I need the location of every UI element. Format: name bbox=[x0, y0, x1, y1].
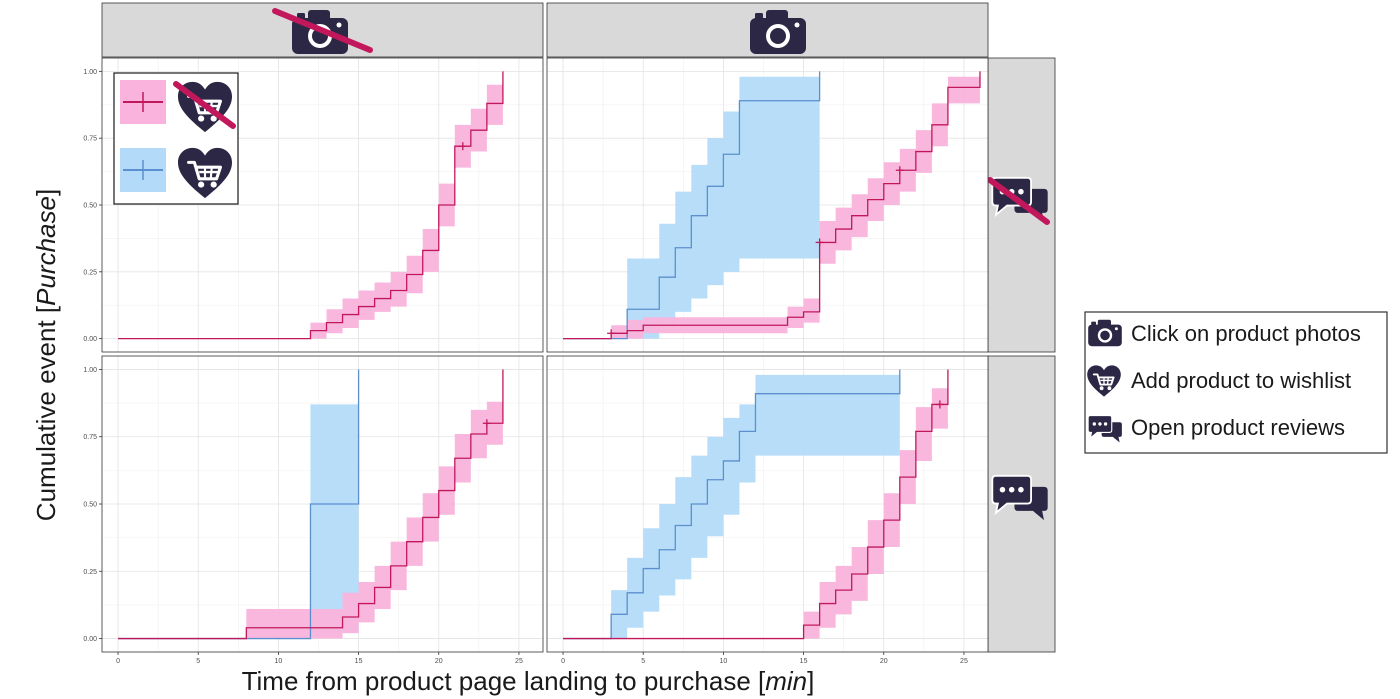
legend-item-wishlist: Add product to wishlist bbox=[1086, 364, 1351, 398]
x-tick-label: 15 bbox=[800, 658, 808, 665]
y-tick-label: 1.00 bbox=[83, 367, 97, 374]
y-axis-title: Cumulative event [Purchase] bbox=[31, 189, 61, 521]
legend-label: Click on product photos bbox=[1131, 321, 1361, 346]
legend-label: Add product to wishlist bbox=[1131, 368, 1351, 393]
legend: Click on product photos Add product to w… bbox=[1084, 311, 1388, 454]
strike-icon bbox=[987, 177, 1050, 225]
x-tick-label: 0 bbox=[561, 658, 565, 665]
x-tick-label: 25 bbox=[515, 658, 523, 665]
confidence-band-no_wishlist bbox=[563, 71, 980, 339]
strike-icon bbox=[173, 81, 236, 129]
confidence-band-no_wishlist bbox=[118, 369, 503, 639]
x-tick-label: 5 bbox=[641, 658, 645, 665]
legend-label: Open product reviews bbox=[1131, 415, 1345, 440]
facet-strip-row-no-reviews bbox=[987, 57, 1056, 353]
x-tick-label: 25 bbox=[960, 658, 968, 665]
y-tick-label: 0.25 bbox=[83, 269, 97, 276]
step-line-wishlist bbox=[563, 369, 901, 640]
facet-strip-row-reviews bbox=[987, 355, 1056, 653]
y-tick-label: 0.25 bbox=[83, 569, 97, 576]
step-line-no_wishlist bbox=[118, 71, 504, 340]
y-tick-label: 0.00 bbox=[83, 336, 97, 343]
facet-strip-col-photo bbox=[546, 2, 989, 58]
inset-legend-key-wishlist bbox=[120, 148, 166, 192]
panel-r1-c1: 0 5 10 15 20 25 bbox=[546, 355, 989, 665]
x-tick-label: 20 bbox=[880, 658, 888, 665]
step-line-no_wishlist bbox=[563, 71, 981, 340]
panels: 0.00 0.25 0.50 0.75 1.00 0.00 0.25 0.50 0.75 1.00… bbox=[83, 57, 989, 665]
confidence-band-wishlist bbox=[563, 369, 900, 639]
inset-legend-key-no-wishlist bbox=[120, 80, 166, 124]
x-tick-label: 10 bbox=[720, 658, 728, 665]
step-line-wishlist bbox=[563, 71, 821, 340]
legend-item-photos: Click on product photos bbox=[1088, 319, 1361, 347]
y-tick-label: 0.50 bbox=[83, 502, 97, 509]
step-line-no_wishlist bbox=[118, 369, 504, 640]
strike-icon bbox=[272, 8, 373, 53]
x-axis-title: Time from product page landing to purcha… bbox=[242, 666, 815, 696]
x-tick-label: 10 bbox=[275, 658, 283, 665]
confidence-band-no_wishlist bbox=[563, 369, 948, 639]
x-tick-label: 5 bbox=[196, 658, 200, 665]
y-tick-label: 0.50 bbox=[83, 203, 97, 210]
y-tick-label: 1.00 bbox=[83, 69, 97, 76]
step-line-no_wishlist bbox=[563, 369, 949, 640]
panel-border bbox=[546, 355, 989, 653]
inset-legend bbox=[113, 72, 239, 205]
y-tick-label: 0.00 bbox=[83, 636, 97, 643]
x-tick-label: 15 bbox=[355, 658, 363, 665]
facet-strip-col-no-photo bbox=[101, 2, 544, 58]
confidence-band-wishlist bbox=[563, 71, 820, 339]
x-tick-label: 0 bbox=[116, 658, 120, 665]
legend-item-reviews: Open product reviews bbox=[1087, 414, 1345, 444]
panel-border bbox=[546, 57, 989, 353]
x-tick-label: 20 bbox=[435, 658, 443, 665]
y-tick-label: 0.75 bbox=[83, 434, 97, 441]
panel-r0-c1 bbox=[546, 57, 989, 353]
y-tick-label: 0.75 bbox=[83, 136, 97, 143]
confidence-band-no_wishlist bbox=[118, 71, 503, 339]
panel-r1-c0: 0.00 0.25 0.50 0.75 1.00 0 5 10 15 20 25 bbox=[83, 355, 544, 665]
